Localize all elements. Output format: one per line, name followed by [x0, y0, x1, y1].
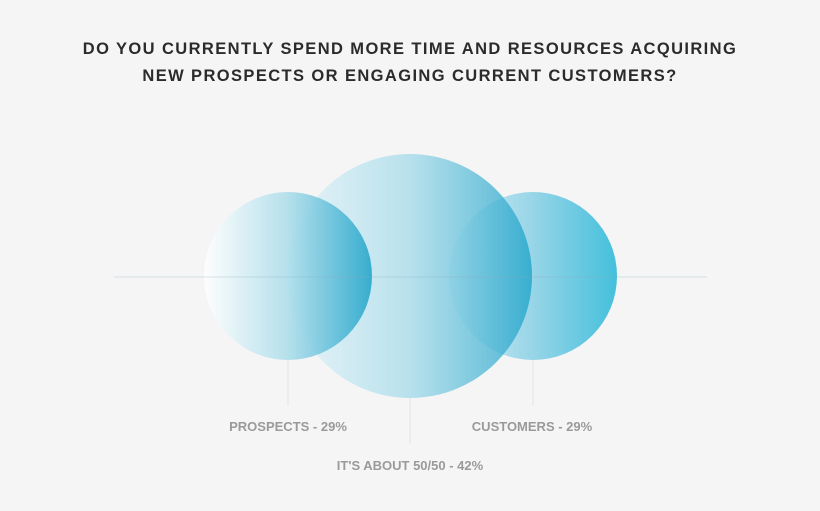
bubble-fifty-fifty	[288, 154, 532, 398]
chart-title: DO YOU CURRENTLY SPEND MORE TIME AND RES…	[0, 36, 820, 90]
label-prospects: PROSPECTS - 29%	[229, 419, 347, 434]
bubble-prospects	[204, 192, 372, 360]
chart-title-line-1: DO YOU CURRENTLY SPEND MORE TIME AND RES…	[82, 40, 738, 58]
label-fifty-fifty: IT'S ABOUT 50/50 - 42%	[336, 458, 484, 473]
chart-title-line-2: NEW PROSPECTS OR ENGAGING CURRENT CUSTOM…	[142, 67, 678, 85]
label-customers: CUSTOMERS - 29%	[471, 419, 593, 434]
